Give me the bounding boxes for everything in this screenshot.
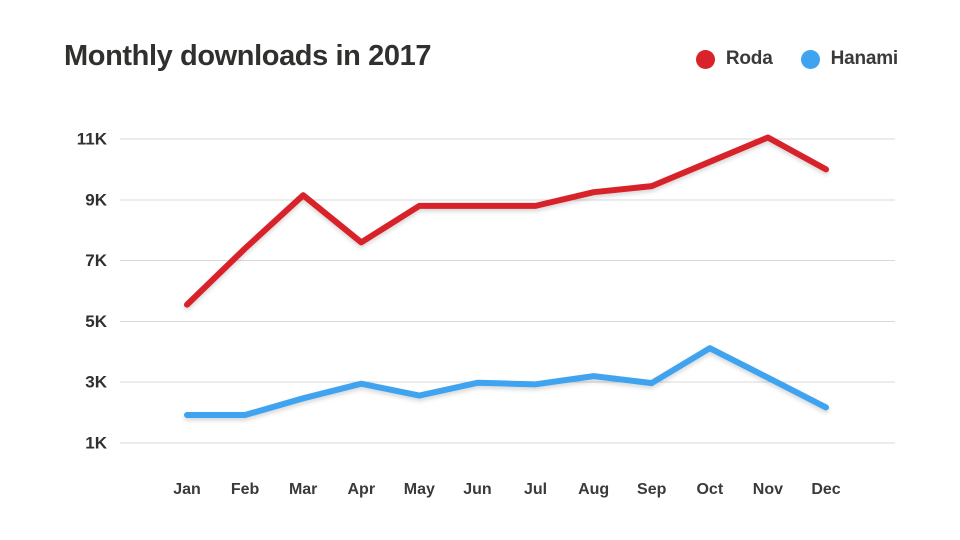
y-axis-tick-label: 9K — [85, 190, 107, 209]
y-axis-tick-label: 5K — [85, 312, 107, 331]
x-axis-tick-label: May — [404, 481, 435, 498]
x-axis-tick-label: Mar — [289, 481, 317, 498]
x-axis-tick-label: Apr — [347, 481, 375, 498]
series-line-hanami[interactable] — [184, 345, 829, 419]
gridlines — [120, 138, 895, 444]
x-axis-tick-label: Jan — [173, 481, 201, 498]
y-axis-tick-label: 7K — [85, 251, 107, 270]
legend-item-hanami[interactable]: Hanami — [800, 48, 899, 70]
chart-legend: Roda Hanami — [695, 48, 899, 70]
x-axis-tick-label: Jul — [524, 481, 547, 498]
series-line-roda[interactable] — [184, 134, 829, 308]
x-axis-tick-label: Oct — [696, 481, 723, 498]
x-axis-tick-label: Feb — [231, 481, 260, 498]
y-axis-tick-label: 1K — [85, 433, 107, 452]
page-title: Monthly downloads in 2017 — [64, 40, 432, 72]
series-lines — [184, 134, 829, 419]
legend-label-roda: Roda — [725, 48, 773, 69]
x-axis-tick-label: Jun — [463, 481, 491, 498]
x-axis-tick-label: Nov — [753, 481, 783, 498]
y-axis-tick-label: 11K — [77, 129, 108, 148]
x-axis-labels: Jan Feb Mar Apr May Jun Jul Aug Sep Oct Nov Dec — [173, 481, 841, 498]
legend-item-roda[interactable]: Roda — [695, 48, 773, 70]
y-axis-tick-label: 3K — [85, 373, 107, 392]
circle-dot-icon — [695, 49, 715, 69]
legend-label-hanami: Hanami — [830, 48, 899, 69]
x-axis-tick-label: Sep — [637, 481, 667, 498]
x-axis-tick-label: Dec — [811, 481, 840, 498]
x-axis-tick-label: Aug — [578, 481, 609, 498]
y-axis-labels: 1K 3K 5K 7K 9K 11K — [77, 129, 108, 452]
circle-dot-icon — [800, 49, 820, 69]
